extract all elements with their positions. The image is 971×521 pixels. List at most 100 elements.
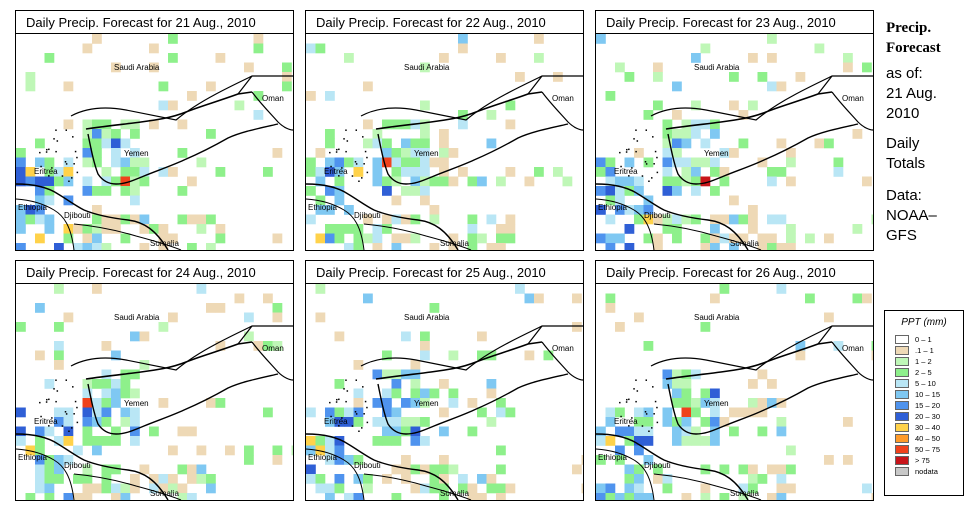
precip-cell (44, 483, 55, 494)
island-dot (61, 175, 64, 177)
precip-cell (263, 167, 273, 177)
precip-cell (101, 119, 112, 130)
precip-cell (700, 436, 711, 446)
precip-cell (767, 233, 777, 244)
precip-cell (615, 62, 625, 73)
precip-cell (372, 398, 383, 408)
precip-cell (786, 224, 796, 234)
precip-cell (139, 176, 150, 187)
precip-cell (73, 474, 83, 484)
precip-cell (215, 303, 226, 313)
precip-cell (206, 303, 216, 313)
island-dot (48, 175, 50, 177)
precip-cell (729, 233, 739, 244)
precip-cell (401, 233, 411, 244)
precip-cell (82, 398, 93, 408)
precip-cell (391, 233, 402, 244)
precip-cell (439, 493, 449, 500)
precip-cell (805, 293, 815, 304)
precip-cell (130, 119, 140, 130)
precip-cell (92, 445, 102, 456)
precip-cell (111, 464, 121, 475)
precip-cell (253, 110, 264, 120)
precip-cell (391, 493, 402, 500)
island-dot (71, 177, 73, 179)
precip-cell (101, 464, 112, 475)
precip-cell (372, 167, 383, 177)
precip-cell (757, 233, 768, 244)
precip-cell (353, 493, 364, 500)
precip-cell (691, 214, 701, 225)
precip-cell (624, 186, 635, 196)
precip-cell (681, 436, 692, 446)
precip-cell (672, 186, 682, 196)
precip-cell (315, 284, 326, 294)
precip-cell (149, 224, 159, 234)
precip-cell (44, 53, 55, 63)
precip-cell (334, 417, 345, 427)
island-dot (45, 401, 48, 403)
precip-cell (101, 138, 112, 149)
precip-cell (215, 53, 226, 63)
precip-cell (852, 224, 863, 234)
ethiopia-border (306, 448, 365, 500)
precip-cell (120, 138, 131, 149)
island-dot (345, 400, 347, 403)
precip-cell (120, 417, 131, 427)
precip-cell (315, 43, 326, 54)
legend-swatch (895, 346, 909, 355)
island-dot (635, 379, 637, 381)
precip-cell (101, 436, 112, 446)
precip-cell (391, 157, 402, 168)
precip-cell (420, 157, 430, 168)
precip-cell (843, 62, 853, 73)
legend-item: .1 – 1 (895, 345, 963, 356)
precip-cell (653, 464, 663, 475)
island-dot (633, 138, 635, 140)
precip-cell (206, 81, 216, 92)
precip-cell (215, 224, 226, 234)
precip-cell (344, 224, 354, 234)
island-dot (345, 379, 347, 381)
precip-cell (534, 167, 544, 177)
island-dot (65, 413, 68, 415)
precip-cell (168, 312, 178, 323)
island-dot (363, 413, 365, 415)
precip-cell (177, 186, 188, 196)
precip-cell (757, 243, 768, 250)
precip-cell (862, 483, 872, 494)
precip-cell (401, 186, 411, 196)
totals-line1: Daily (886, 135, 920, 152)
saudi-coastline (360, 325, 583, 371)
precip-cell (168, 167, 178, 177)
map-label-ethiopia: Ethiopia (308, 203, 337, 212)
precip-cell (824, 455, 834, 465)
precip-cell (624, 493, 635, 500)
precip-cell (120, 483, 131, 494)
island-dot (74, 400, 77, 403)
island-dot (354, 411, 357, 413)
legend-label: 40 – 50 (915, 434, 941, 443)
map-label-eritrea: Eritrea (324, 167, 348, 176)
precip-cell (73, 493, 83, 500)
precip-cell (315, 436, 326, 446)
map-label-eritrea: Eritrea (614, 167, 638, 176)
precip-cell (334, 331, 345, 342)
precip-cell (795, 341, 806, 351)
precip-cell (391, 243, 402, 250)
precip-cell (372, 233, 383, 244)
precip-cell (130, 483, 140, 494)
precip-cell (729, 72, 739, 82)
island-dot (338, 148, 340, 151)
precip-cell (458, 483, 468, 494)
precip-cell (44, 493, 55, 500)
precip-map: Saudi Arabia Oman Yemen Eritrea Ethiopia Djib… (306, 284, 583, 500)
precip-cell (410, 426, 421, 437)
precip-cell (363, 483, 373, 494)
map-label-somalia: Somalia (440, 489, 469, 498)
yemen-coastline (667, 123, 859, 185)
precip-cell (643, 157, 654, 168)
precip-cell (634, 148, 644, 158)
precip-cell (401, 167, 411, 177)
precip-cell (662, 214, 673, 225)
